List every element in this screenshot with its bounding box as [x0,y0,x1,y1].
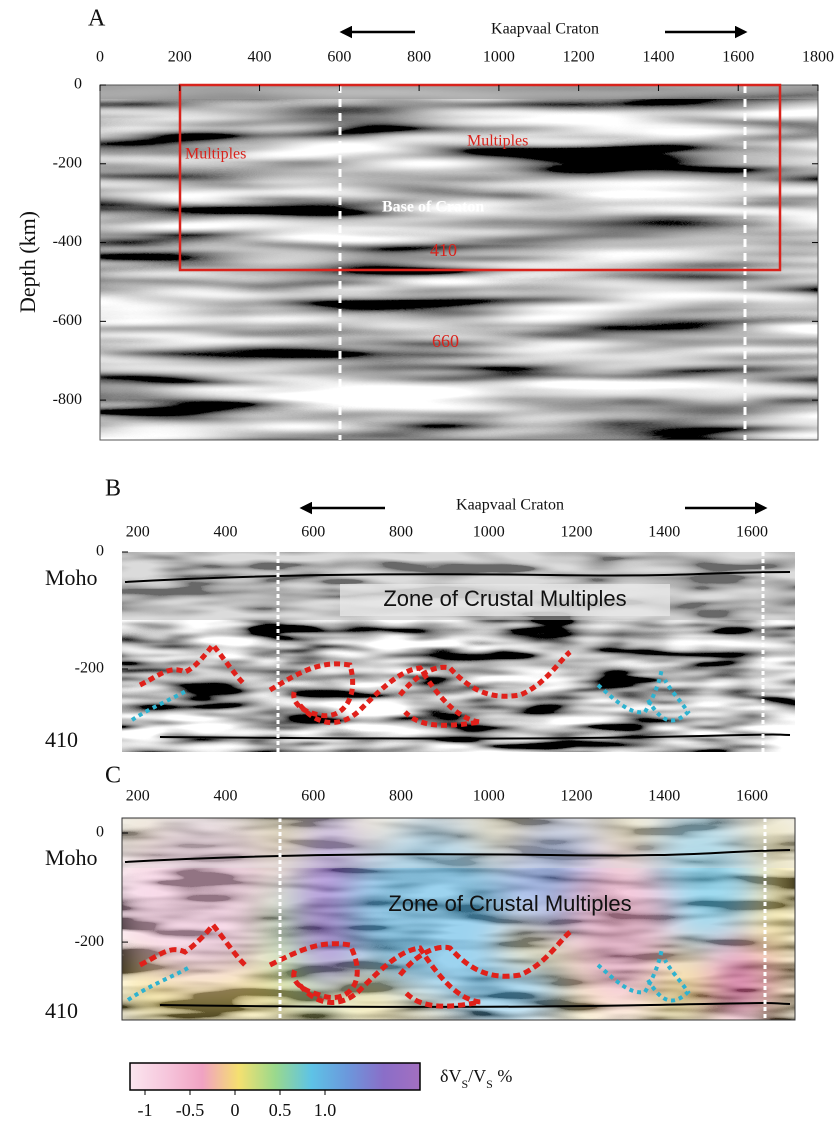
colorbar-tick-label: 0.5 [269,1100,292,1120]
x-tick-label: 600 [301,524,325,541]
side-label: Moho [45,565,98,590]
410-line [159,1002,791,1008]
colorbar-label: δVS/VS % [440,1066,512,1091]
x-tick-label: 400 [248,49,272,66]
panel-label: A [88,6,106,32]
panel-label: B [105,476,121,502]
y-tick-label: -200 [75,660,104,677]
annotation: Base of Craton [382,199,484,216]
cyan-reflectors [126,947,691,1003]
y-tick-label: -800 [53,391,82,408]
410-line [159,733,791,740]
x-tick-label: 800 [389,788,413,805]
colorbar-tick-label: -1 [138,1100,153,1120]
x-tick-label: 1200 [563,49,595,66]
x-tick-label: 1400 [648,788,680,805]
x-tick-label: 1000 [483,49,515,66]
colorbar-tick-label: 0 [231,1100,240,1120]
side-label: 410 [45,727,78,752]
colorbar-label-part: /V [468,1066,486,1086]
x-tick-label: 1000 [473,788,505,805]
cyan-reflectors [130,667,691,723]
x-tick-label: 0 [96,49,104,66]
x-tick-label: 400 [214,524,238,541]
moho-line [124,571,791,583]
y-axis-title: Depth (km) [15,211,40,313]
colorbar-label-part: δV [440,1066,461,1086]
x-tick-label: 200 [126,788,150,805]
panel-label: C [105,763,121,789]
panel-header: Kaapvaal Craton [456,497,564,514]
annotation: 410 [430,240,457,260]
seismic-image [100,85,818,440]
x-tick-label: 600 [327,49,351,66]
annotation: Multiples [185,146,246,163]
zone-label: Zone of Crustal Multiples [388,891,631,916]
x-tick-label: 1600 [736,524,768,541]
y-tick-label: -200 [53,154,82,171]
x-tick-label: 1200 [561,788,593,805]
x-tick-label: 200 [168,49,192,66]
x-tick-label: 600 [301,788,325,805]
colorbar-tick-label: -0.5 [176,1100,205,1120]
side-label: 410 [45,998,78,1023]
x-tick-label: 800 [389,524,413,541]
colorbar [129,1062,421,1091]
colorbar-label-part: S [461,1077,468,1091]
crustal-shade [122,818,795,868]
image-top-band [100,85,818,99]
x-tick-label: 400 [214,788,238,805]
y-tick-label: 0 [96,824,104,841]
x-tick-label: 1400 [642,49,674,66]
annotation: 660 [432,331,459,351]
x-tick-label: 200 [126,524,150,541]
zone-label: Zone of Crustal Multiples [383,586,626,611]
highlight-box [178,83,782,272]
colorbar-tick-label: 1.0 [314,1100,337,1120]
y-tick-label: -600 [53,312,82,329]
annotation: Multiples [467,133,528,150]
moho-line [124,849,791,863]
y-tick-label: -400 [53,233,82,250]
zone-label-bg [340,584,670,616]
red-reflectors [138,640,572,728]
x-tick-label: 1400 [648,524,680,541]
y-tick-label: 0 [74,76,82,93]
red-reflectors [138,920,572,1009]
plot-frame [121,817,796,1021]
y-tick-label: 0 [96,543,104,560]
x-tick-label: 1600 [736,788,768,805]
x-tick-label: 1800 [802,49,834,66]
x-tick-label: 1000 [473,524,505,541]
colorbar-label-part: % [493,1066,513,1086]
x-tick-label: 1600 [722,49,754,66]
colorbar-label-part: S [486,1077,493,1091]
panel-header: Kaapvaal Craton [491,21,599,38]
x-tick-label: 1200 [561,524,593,541]
y-tick-label: -200 [75,933,104,950]
side-label: Moho [45,845,98,870]
x-tick-label: 800 [407,49,431,66]
